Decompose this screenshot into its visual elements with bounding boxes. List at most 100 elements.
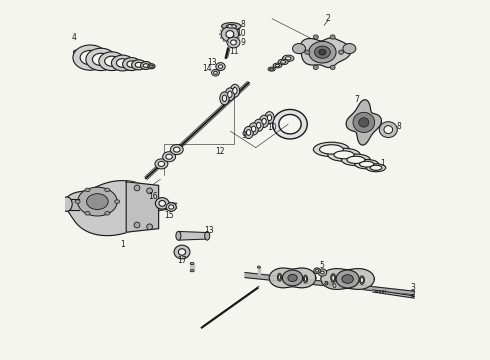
Ellipse shape [273,109,307,139]
Ellipse shape [134,185,140,191]
Ellipse shape [336,270,359,288]
Ellipse shape [275,64,280,67]
Ellipse shape [244,126,253,139]
Text: 3: 3 [410,284,415,292]
Ellipse shape [117,59,129,67]
Ellipse shape [370,165,382,170]
Text: 15: 15 [165,211,174,220]
Text: 8: 8 [397,122,401,131]
Ellipse shape [226,24,236,28]
Ellipse shape [222,95,227,102]
Ellipse shape [281,60,286,63]
Polygon shape [300,38,351,68]
Ellipse shape [87,194,108,210]
Ellipse shape [219,65,222,68]
Text: 10: 10 [267,123,277,132]
Ellipse shape [339,50,343,54]
Text: 9: 9 [240,38,245,47]
Ellipse shape [314,142,349,157]
Ellipse shape [75,200,80,203]
Text: 16: 16 [148,192,158,201]
Ellipse shape [278,275,281,279]
Ellipse shape [75,51,80,55]
Ellipse shape [238,33,240,35]
Ellipse shape [99,52,125,71]
Ellipse shape [237,30,240,31]
Ellipse shape [127,61,136,67]
Ellipse shape [313,65,318,69]
Ellipse shape [223,27,225,28]
Ellipse shape [220,37,222,39]
Ellipse shape [158,161,165,166]
Text: 4: 4 [72,33,76,42]
Ellipse shape [155,159,168,169]
Ellipse shape [309,41,336,63]
Ellipse shape [169,205,174,209]
Ellipse shape [178,249,186,255]
Ellipse shape [237,37,240,39]
Ellipse shape [254,119,263,131]
Polygon shape [65,199,79,210]
Ellipse shape [257,266,260,268]
Ellipse shape [80,50,100,65]
Ellipse shape [319,145,343,154]
Ellipse shape [216,63,225,71]
Ellipse shape [259,115,269,127]
Text: 2: 2 [410,289,415,299]
Ellipse shape [315,46,330,58]
Ellipse shape [384,126,392,134]
Ellipse shape [115,200,120,203]
Ellipse shape [230,84,240,97]
Ellipse shape [361,278,364,283]
Ellipse shape [303,275,308,283]
Ellipse shape [135,62,143,67]
Polygon shape [190,264,194,271]
Ellipse shape [149,65,153,67]
Ellipse shape [147,188,152,194]
Ellipse shape [190,262,194,265]
Ellipse shape [77,52,82,57]
Text: 17: 17 [177,256,187,265]
Ellipse shape [278,59,288,65]
Text: 10: 10 [236,29,246,38]
Text: 5: 5 [319,261,324,270]
Ellipse shape [316,269,318,272]
Ellipse shape [360,276,365,284]
Ellipse shape [235,27,237,28]
Text: 13: 13 [207,58,217,67]
Ellipse shape [279,114,301,134]
Ellipse shape [221,23,241,30]
Ellipse shape [85,211,90,215]
Ellipse shape [304,277,307,281]
Ellipse shape [314,268,320,274]
Ellipse shape [325,282,328,285]
Ellipse shape [235,40,237,41]
Polygon shape [269,268,316,288]
Ellipse shape [166,203,176,211]
Ellipse shape [342,275,353,283]
Ellipse shape [74,50,78,54]
Ellipse shape [313,35,318,39]
Ellipse shape [257,122,261,128]
Ellipse shape [343,44,356,54]
Ellipse shape [342,154,370,166]
Ellipse shape [111,55,134,71]
Ellipse shape [73,45,107,70]
Ellipse shape [171,145,183,155]
Ellipse shape [205,231,210,240]
Ellipse shape [105,211,110,215]
Ellipse shape [148,64,155,69]
Ellipse shape [347,156,365,163]
Ellipse shape [233,87,237,94]
Text: 2: 2 [325,14,330,23]
Ellipse shape [176,231,181,240]
Ellipse shape [61,197,72,211]
Polygon shape [346,100,381,145]
Ellipse shape [190,270,194,272]
Ellipse shape [227,41,229,43]
Polygon shape [258,267,260,274]
Ellipse shape [141,62,151,69]
Ellipse shape [331,274,336,282]
Polygon shape [65,181,156,236]
Text: 12: 12 [215,147,224,156]
